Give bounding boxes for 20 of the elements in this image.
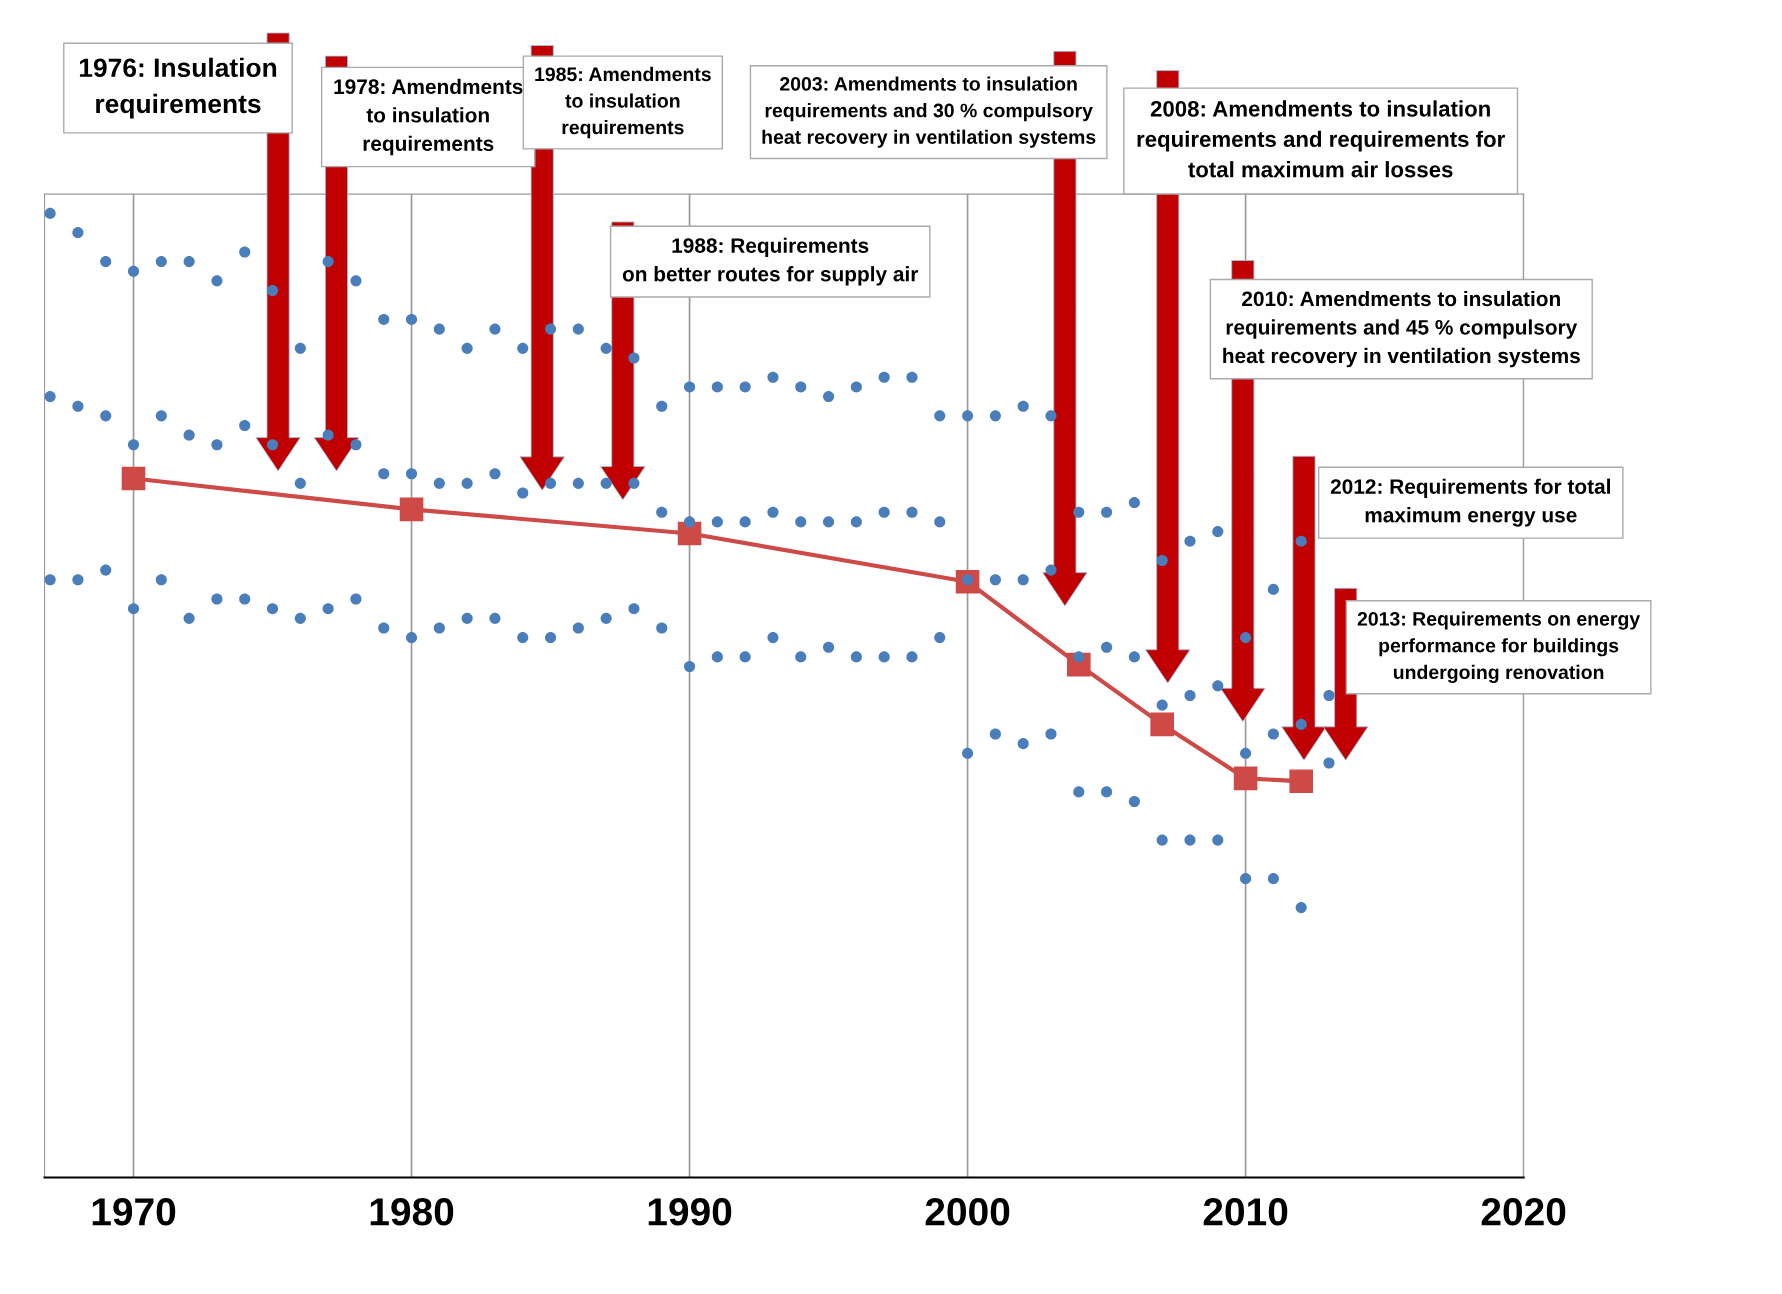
x-tick-label: 2010 (1203, 1198, 1288, 1226)
x-tick-label: 2020 (1481, 1198, 1566, 1226)
annotation: 1988: Requirements on better routes for supply air (622, 237, 919, 286)
text: 1976: Insulation requirements (79, 57, 277, 119)
point (121, 466, 146, 491)
x-tick-label: 1970 (92, 1198, 176, 1226)
text: 2003: Amendments to insulation requirements and 30 % compulsory heat recovery in ventilation systems (762, 76, 1096, 148)
x-tick-label: 1990 (648, 1198, 732, 1226)
point (1289, 769, 1314, 794)
point (399, 497, 424, 522)
point (1233, 766, 1258, 791)
x-tick-label: 1980 (370, 1198, 454, 1226)
annotation: 2012: Requirements for total maximum energy use (1330, 478, 1610, 527)
text: 1978: Amendments to insulation requirements (334, 78, 523, 156)
text: 1985: Amendments to insulation requirements (535, 66, 711, 139)
x-tick-label: 2000 (925, 1198, 1010, 1226)
annotation: 2010: Amendments to insulation requirements and 45 % compulsory heat recovery in ventilation systems (1223, 290, 1580, 368)
point (1150, 712, 1174, 737)
annotation: 2013: Requirements on energy performance for buildings undergoing renovation (1357, 611, 1641, 684)
text: 2008: Amendments to insulation requirements and requirements for total maximum air losses (1137, 100, 1505, 178)
